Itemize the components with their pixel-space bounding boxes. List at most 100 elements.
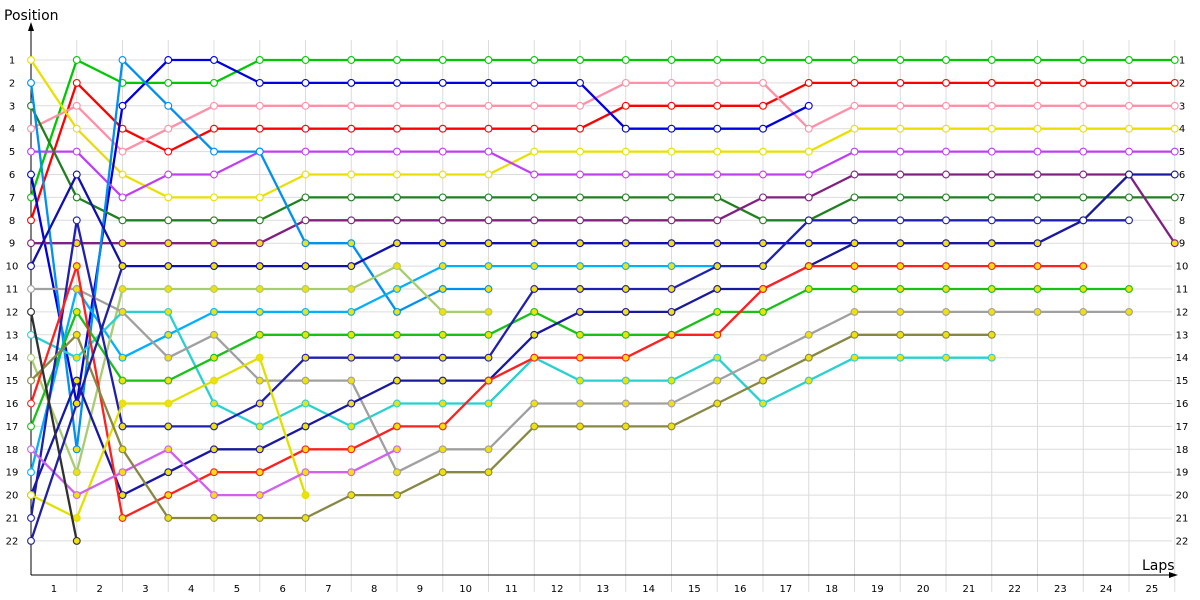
x-tick-label: 17 xyxy=(780,584,793,595)
y-tick-label-left: 1 xyxy=(9,56,15,67)
y-tick-label-left: 8 xyxy=(9,216,15,227)
series-point xyxy=(621,170,630,179)
series-point xyxy=(393,78,401,87)
series-point xyxy=(942,353,950,362)
series-point xyxy=(255,262,264,271)
series-point xyxy=(27,56,35,64)
series-point xyxy=(850,239,859,248)
series-point xyxy=(438,399,447,408)
series-point xyxy=(667,307,676,316)
series-point xyxy=(576,56,584,64)
series-point xyxy=(804,285,813,293)
series-point xyxy=(896,56,905,64)
series-point xyxy=(942,262,950,271)
y-tick-label-right: 6 xyxy=(1179,170,1185,181)
x-tick-label: 24 xyxy=(1100,584,1113,595)
series-point xyxy=(27,216,35,225)
series-point xyxy=(804,216,813,225)
series-point xyxy=(210,445,218,454)
series-point xyxy=(1079,124,1088,133)
series-point xyxy=(713,239,722,248)
series-point xyxy=(301,285,310,293)
series-point xyxy=(118,399,127,408)
series-point xyxy=(1170,78,1179,87)
series-point xyxy=(210,101,218,110)
series-point xyxy=(164,491,173,500)
axes: Position Laps xyxy=(4,8,1178,578)
series-point xyxy=(164,353,173,362)
series-point xyxy=(576,147,584,156)
series-point xyxy=(759,307,767,316)
series-point xyxy=(255,353,264,362)
series-point xyxy=(438,376,447,385)
series-point xyxy=(621,422,630,431)
series-point xyxy=(255,216,264,225)
series-line-12 xyxy=(27,262,493,477)
series-point xyxy=(255,422,264,431)
series-point xyxy=(896,78,905,87)
x-tick-label: 25 xyxy=(1146,584,1159,595)
series-point xyxy=(301,78,310,87)
y-tick-label-left: 5 xyxy=(9,147,15,158)
series-point xyxy=(118,193,127,202)
series-point xyxy=(621,193,630,202)
series-path xyxy=(29,81,1175,221)
y-tick-label-left: 16 xyxy=(6,399,19,410)
series-point xyxy=(530,353,539,362)
x-tick-label: 12 xyxy=(551,584,564,595)
x-tick-label: 18 xyxy=(825,584,838,595)
series-point xyxy=(1033,170,1042,179)
series-point xyxy=(27,285,35,293)
series-point xyxy=(27,399,35,408)
series-point xyxy=(118,285,127,293)
series-point xyxy=(484,285,493,293)
series-point xyxy=(804,262,813,271)
series-line-4 xyxy=(27,56,1179,202)
y-tick-label-left: 17 xyxy=(6,422,19,433)
series-point xyxy=(255,330,264,339)
x-tick-label: 8 xyxy=(371,584,377,595)
series-point xyxy=(713,170,722,179)
series-point xyxy=(118,216,127,225)
series-point xyxy=(484,239,493,248)
series-point xyxy=(301,307,310,316)
series-line-7 xyxy=(27,101,1179,225)
series-point xyxy=(301,330,310,339)
series-point xyxy=(621,353,630,362)
y-tick-label-right: 5 xyxy=(1179,147,1185,158)
series-point xyxy=(987,307,996,316)
series-point xyxy=(713,216,722,225)
series-point xyxy=(164,101,173,110)
series-point xyxy=(255,101,264,110)
series-point xyxy=(850,307,859,316)
series-point xyxy=(27,262,35,271)
series-point xyxy=(27,307,35,316)
series-point xyxy=(621,216,630,225)
series-point xyxy=(210,399,218,408)
series-point xyxy=(255,468,264,477)
series-line-20 xyxy=(27,445,401,500)
series-point xyxy=(118,307,127,316)
series-point xyxy=(667,170,676,179)
series-point xyxy=(438,101,447,110)
series-point xyxy=(27,353,35,362)
series-point xyxy=(576,101,584,110)
series-point xyxy=(1079,101,1088,110)
series-line-17 xyxy=(27,170,1179,500)
series-point xyxy=(72,193,81,202)
series-point xyxy=(896,193,905,202)
series-path xyxy=(29,58,1175,198)
series-point xyxy=(164,170,173,179)
series-point xyxy=(438,422,447,431)
series-point xyxy=(210,307,218,316)
series-point xyxy=(72,262,81,271)
y-tick-label-left: 7 xyxy=(9,193,15,204)
series-point xyxy=(530,170,539,179)
y-tick-label-left: 22 xyxy=(6,536,19,547)
series-path xyxy=(29,264,718,473)
series-point xyxy=(667,285,676,293)
series-point xyxy=(438,285,447,293)
series-point xyxy=(484,147,493,156)
series-point xyxy=(72,56,81,64)
series-point xyxy=(713,193,722,202)
